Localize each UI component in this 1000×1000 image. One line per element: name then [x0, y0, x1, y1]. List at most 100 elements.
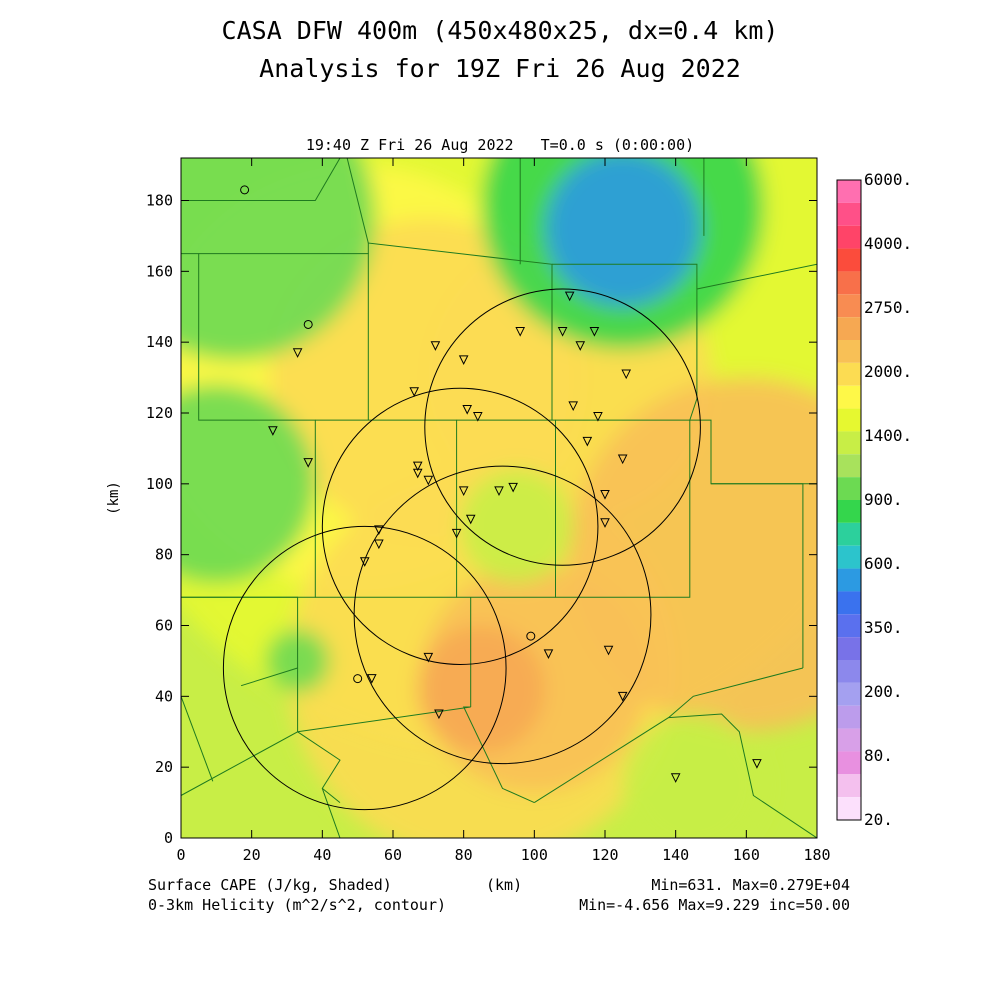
- county-line: [555, 419, 691, 598]
- colorbar-swatch: [837, 522, 861, 546]
- radar-site-triangle: [600, 518, 610, 528]
- x-tick-label: 180: [803, 846, 830, 864]
- colorbar-label: 80.: [864, 746, 893, 765]
- colorbar-swatch: [837, 545, 861, 569]
- helicity-contours: [222, 288, 701, 811]
- radar-site-triangle: [568, 401, 579, 412]
- radar-site-triangle: [621, 369, 632, 380]
- radar-site-triangle: [458, 486, 469, 497]
- radar-site-triangle: [465, 514, 476, 525]
- colorbar-swatch: [837, 774, 861, 798]
- cape-region: [417, 625, 545, 753]
- county-line: [668, 713, 817, 838]
- colorbar-swatch: [837, 317, 861, 340]
- y-tick-label: 160: [146, 262, 173, 280]
- radar-site-circle: [303, 319, 313, 329]
- colorbar: 6000. 4000. 2750. 2000. 1400. 900. 600. 350. 200…: [836, 170, 912, 829]
- y-tick-label: 40: [155, 687, 173, 705]
- radar-site-triangle: [268, 426, 278, 436]
- y-tick-label: 20: [155, 758, 173, 776]
- colorbar-swatch: [837, 202, 861, 226]
- colorbar-swatch: [837, 705, 861, 729]
- county-line: [456, 419, 556, 598]
- county-line: [297, 706, 535, 804]
- y-tick-label: 0: [164, 829, 173, 847]
- axes: 0 20 40 60 80 100 120 140 160 180 0 20 40 60 80 100 120 1…: [106, 158, 831, 864]
- radar-site-triangle: [564, 291, 575, 302]
- radar-site-triangle: [752, 759, 762, 769]
- x-tick-label: 140: [662, 846, 689, 864]
- radar-site-triangle: [557, 327, 568, 337]
- colorbar-swatch: [837, 797, 861, 820]
- plot-frame: [180, 157, 818, 839]
- helicity-contour: [321, 387, 599, 665]
- radar-site-triangle: [462, 404, 473, 415]
- radar-site-triangle: [458, 355, 469, 365]
- radar-site-triangle: [374, 539, 384, 550]
- radar-site-circle: [240, 185, 250, 195]
- colorbar-label: 2000.: [864, 362, 912, 381]
- radar-site-triangle: [409, 387, 420, 397]
- y-tick-label: 180: [146, 192, 173, 210]
- county-line: [315, 419, 458, 598]
- station-markers: [240, 185, 762, 783]
- helicity-contour: [424, 288, 701, 566]
- county-line: [346, 158, 369, 244]
- contour-stats: Min=-4.656 Max=9.229 inc=50.00: [579, 896, 850, 914]
- colorbar-swatch: [837, 637, 861, 660]
- colorbar-swatch: [837, 728, 861, 752]
- county-line: [367, 242, 553, 421]
- y-tick-label: 120: [146, 404, 173, 422]
- county-line: [696, 263, 817, 290]
- radar-site-triangle: [451, 528, 462, 539]
- county-line: [321, 788, 341, 838]
- cape-region: [181, 384, 316, 583]
- radar-site-triangle: [292, 348, 303, 358]
- colorbar-frame: [836, 179, 862, 821]
- cape-region: [622, 714, 764, 838]
- x-axis-unit: (km): [486, 876, 523, 894]
- colorbar-swatch: [837, 477, 861, 500]
- x-tick-label: 100: [521, 846, 548, 864]
- x-tick-label: 20: [243, 846, 261, 864]
- radar-site-triangle: [508, 482, 518, 493]
- colorbar-swatch: [837, 614, 861, 638]
- cape-region: [544, 158, 701, 307]
- colorbar-label: 2750.: [864, 298, 912, 317]
- colorbar-swatch: [837, 248, 861, 272]
- colorbar-swatch: [837, 682, 861, 706]
- x-tick-label: 120: [591, 846, 618, 864]
- county-lines: [181, 158, 817, 838]
- radar-site-triangle: [617, 454, 628, 465]
- y-tick-label: 100: [146, 475, 173, 493]
- y-tick-label: 60: [155, 617, 173, 635]
- colorbar-label: 350.: [864, 618, 903, 637]
- county-line: [181, 596, 299, 796]
- radar-site-triangle: [412, 468, 423, 479]
- colorbar-swatch: [837, 294, 861, 318]
- colorbar-swatch: [837, 591, 861, 615]
- colorbar-swatch: [837, 180, 861, 203]
- colorbar-swatch: [837, 568, 861, 592]
- y-axis-label: (km): [106, 481, 122, 515]
- cape-region: [460, 469, 574, 583]
- colorbar-label: 600.: [864, 554, 903, 573]
- y-tick-label: 80: [155, 546, 173, 564]
- field-label: Surface CAPE (J/kg, Shaded): [148, 876, 392, 894]
- radar-site-triangle: [423, 652, 434, 663]
- county-line: [181, 696, 214, 782]
- cape-region: [569, 377, 817, 732]
- time-label: 19:40 Z Fri 26 Aug 2022 T=0.0 s (0:00:00…: [305, 136, 695, 154]
- x-tick-label: 0: [176, 846, 185, 864]
- contour-label: 0-3km Helicity (m^2/s^2, contour): [148, 896, 447, 914]
- helicity-contour: [353, 465, 652, 765]
- cape-region: [181, 158, 376, 360]
- colorbar-swatch: [837, 225, 861, 249]
- colorbar-label: 900.: [864, 490, 903, 509]
- radar-site-triangle: [359, 557, 370, 567]
- county-line: [297, 731, 341, 803]
- chart-title: CASA DFW 400m (450x480x25, dx=0.4 km): [221, 16, 779, 45]
- radar-site-triangle: [494, 486, 504, 497]
- radar-site-triangle: [593, 412, 603, 422]
